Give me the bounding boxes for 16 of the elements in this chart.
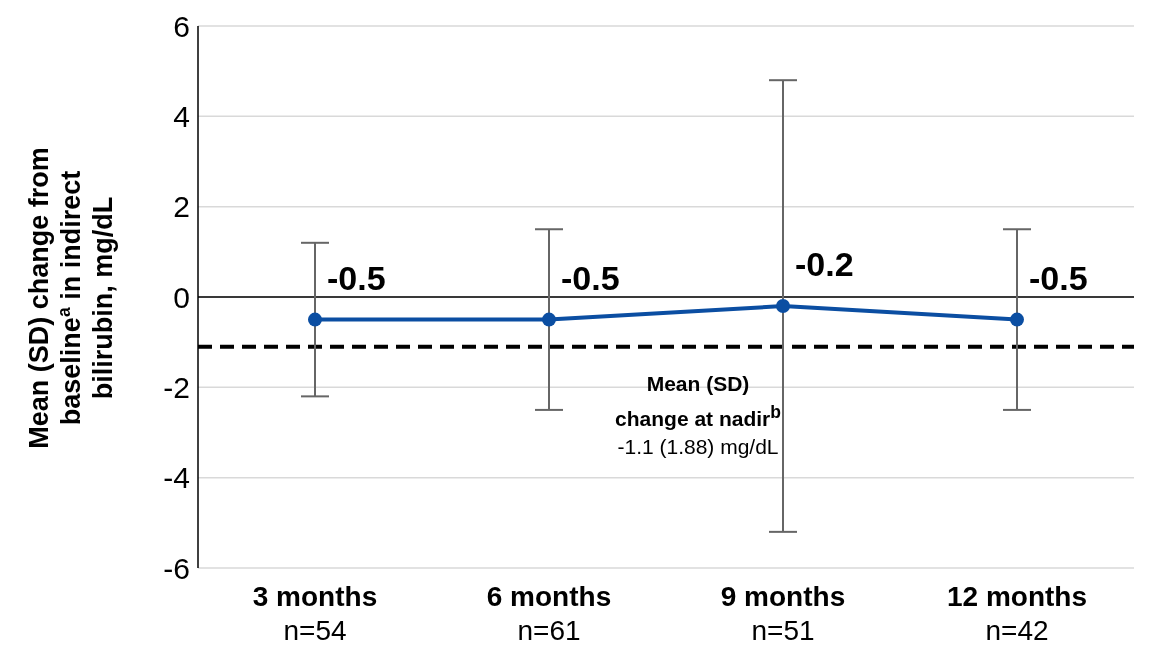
data-label: -0.5 <box>1029 258 1088 297</box>
data-label: -0.5 <box>327 258 386 297</box>
y-tick-label: -2 <box>163 370 190 404</box>
annotation: Mean (SD) change at nadir$^{b}$ -1.1 (1.88) mg/dL <box>614 371 782 460</box>
x-tick-label: 3 months n=54 <box>252 581 378 646</box>
y-tick-label: -6 <box>163 551 190 585</box>
y-tick-label: 4 <box>173 99 190 133</box>
x-tick-label: 9 months n=51 <box>720 581 846 646</box>
y-tick-label: 6 <box>173 9 190 43</box>
x-tick-label: 6 months n=61 <box>486 581 612 646</box>
x-tick-label: 12 months n=42 <box>946 581 1088 646</box>
y-tick-label: 0 <box>173 280 190 314</box>
data-label: -0.5 <box>561 258 620 297</box>
y-tick-label: -4 <box>163 461 190 495</box>
data-label: -0.2 <box>795 245 854 284</box>
y-tick-label: 2 <box>173 190 190 224</box>
